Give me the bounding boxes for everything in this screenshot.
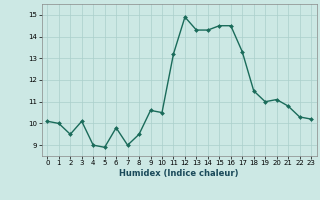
X-axis label: Humidex (Indice chaleur): Humidex (Indice chaleur) [119,169,239,178]
